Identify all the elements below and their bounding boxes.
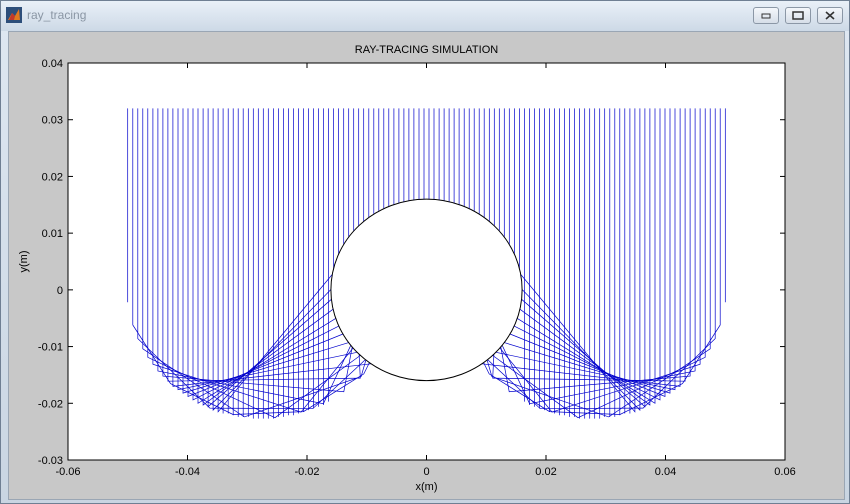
ray-path — [483, 108, 721, 415]
x-tick-label: -0.04 — [175, 466, 200, 478]
ray-path — [172, 108, 372, 387]
matlab-icon — [6, 7, 22, 23]
ray-path — [187, 108, 344, 398]
maximize-icon — [792, 11, 804, 20]
close-button[interactable] — [817, 7, 843, 24]
ray-path — [519, 108, 651, 406]
y-tick-label: -0.03 — [38, 455, 63, 467]
y-tick-label: -0.02 — [38, 398, 63, 410]
y-axis-label: y(m) — [18, 251, 30, 273]
minimize-icon — [761, 13, 771, 19]
ray-path — [197, 108, 336, 404]
ray-path — [500, 108, 691, 393]
absorber-circle — [330, 198, 523, 382]
minimize-button[interactable] — [753, 7, 779, 24]
ray-path — [492, 108, 706, 419]
ray-path — [207, 108, 332, 408]
ray-path — [167, 108, 361, 382]
ray-group — [127, 108, 726, 419]
ray-path — [486, 108, 711, 418]
ray-path — [152, 108, 354, 413]
ray-path — [192, 108, 339, 401]
ray-path — [202, 108, 334, 406]
ray-path — [481, 108, 681, 387]
maximize-button[interactable] — [785, 7, 811, 24]
y-tick-label: -0.01 — [38, 342, 63, 354]
figure-area: -0.06 -0.04 -0.02 0 0.02 0.04 0.06 0.04 0.03 0.02… — [8, 31, 845, 500]
ray-path — [157, 108, 352, 405]
ray-path — [517, 108, 656, 404]
x-tick-label: -0.06 — [55, 466, 80, 478]
close-icon — [825, 11, 835, 20]
y-tick-label: 0 — [57, 285, 63, 297]
ray-path — [492, 108, 686, 382]
y-tick-label: 0.04 — [42, 58, 63, 70]
plot-title: RAY-TRACING SIMULATION — [355, 44, 498, 56]
ray-tracing-plot: -0.06 -0.04 -0.02 0 0.02 0.04 0.06 0.04 0.03 0.02… — [18, 44, 796, 493]
x-tick-label: -0.02 — [294, 466, 319, 478]
ray-path — [137, 108, 366, 410]
y-tick-label: 0.02 — [42, 171, 63, 183]
ray-path — [147, 108, 361, 419]
ray-path — [217, 108, 333, 413]
ray-path — [504, 108, 671, 394]
ray-path — [521, 108, 641, 411]
x-tick-label: 0.04 — [655, 466, 676, 478]
ray-path — [514, 108, 661, 401]
ray-path — [520, 108, 636, 413]
ray-path — [487, 108, 716, 410]
x-axis-label: x(m) — [416, 481, 438, 493]
title-bar[interactable]: ray_tracing — [1, 1, 849, 31]
ray-path — [495, 108, 676, 391]
y-tick-label: 0.01 — [42, 228, 63, 240]
ray-path — [501, 108, 696, 405]
x-tick-label: 0.06 — [774, 466, 795, 478]
ray-path — [177, 108, 358, 391]
x-tick-label: 0 — [423, 466, 429, 478]
window-title: ray_tracing — [27, 8, 87, 22]
y-tick-label: 0.03 — [42, 115, 63, 127]
ray-path — [142, 108, 367, 418]
ray-path — [509, 108, 666, 398]
x-tick-label: 0.02 — [535, 466, 556, 478]
ray-path — [212, 108, 332, 411]
